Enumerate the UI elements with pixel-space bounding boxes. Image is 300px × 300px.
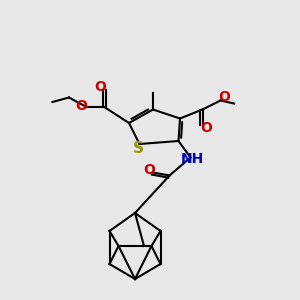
Text: O: O	[143, 163, 155, 176]
Text: O: O	[94, 80, 106, 94]
Text: O: O	[218, 90, 230, 104]
Text: NH: NH	[180, 152, 204, 166]
Text: O: O	[75, 100, 87, 113]
Text: O: O	[200, 121, 212, 135]
Text: S: S	[133, 141, 143, 156]
